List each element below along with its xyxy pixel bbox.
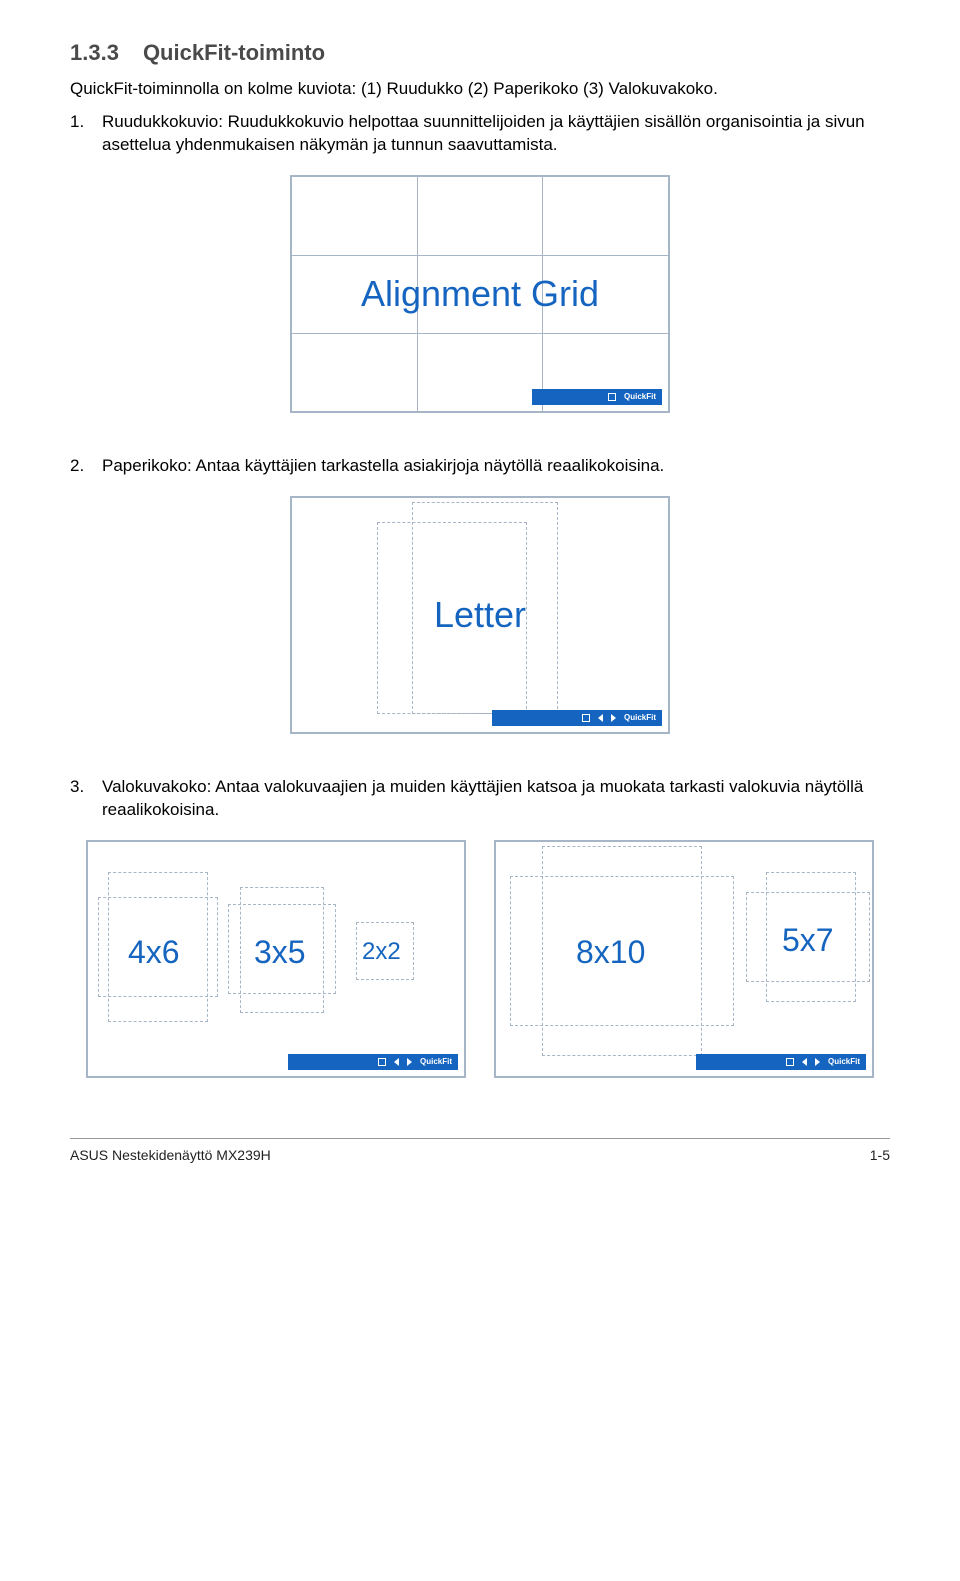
label-4x6: 4x6 bbox=[128, 934, 180, 971]
photo-figures-row: 4x6 3x5 2x2 QuickFit 8x10 5x7 QuickFit bbox=[70, 840, 890, 1078]
arrow-left-icon bbox=[802, 1058, 807, 1066]
footer-left: ASUS Nestekidenäyttö MX239H bbox=[70, 1147, 271, 1163]
quickfit-label: QuickFit bbox=[420, 1057, 452, 1066]
quickfit-bar: QuickFit bbox=[492, 710, 662, 726]
list-text-3: Valokuvakoko: Antaa valokuvaajien ja mui… bbox=[102, 776, 890, 822]
figure-letter: Letter QuickFit bbox=[290, 496, 670, 734]
arrow-right-icon bbox=[611, 714, 616, 722]
page-footer: ASUS Nestekidenäyttö MX239H 1-5 bbox=[70, 1138, 890, 1163]
heading-number: 1.3.3 bbox=[70, 40, 119, 65]
arrow-right-icon bbox=[815, 1058, 820, 1066]
list-item-3: 3. Valokuvakoko: Antaa valokuvaajien ja … bbox=[70, 776, 890, 822]
stop-icon bbox=[378, 1058, 386, 1066]
list-text-2: Paperikoko: Antaa käyttäjien tarkastella… bbox=[102, 455, 890, 478]
list-text-1: Ruudukkokuvio: Ruudukkokuvio helpottaa s… bbox=[102, 111, 890, 157]
quickfit-bar: QuickFit bbox=[696, 1054, 866, 1070]
list-item-2: 2. Paperikoko: Antaa käyttäjien tarkaste… bbox=[70, 455, 890, 478]
label-2x2: 2x2 bbox=[362, 938, 401, 966]
label-3x5: 3x5 bbox=[254, 934, 306, 971]
letter-label: Letter bbox=[434, 594, 526, 636]
heading-title: QuickFit-toiminto bbox=[143, 40, 325, 65]
stop-icon bbox=[608, 393, 616, 401]
alignment-grid-label: Alignment Grid bbox=[361, 273, 599, 315]
label-5x7: 5x7 bbox=[782, 922, 834, 959]
arrow-left-icon bbox=[598, 714, 603, 722]
gridline-h1 bbox=[292, 255, 668, 256]
list-num-3: 3. bbox=[70, 776, 102, 822]
arrow-left-icon bbox=[394, 1058, 399, 1066]
quickfit-label: QuickFit bbox=[624, 392, 656, 401]
quickfit-label: QuickFit bbox=[828, 1057, 860, 1066]
section-heading: 1.3.3 QuickFit-toiminto bbox=[70, 40, 890, 66]
figure-photo-large: 8x10 5x7 QuickFit bbox=[494, 840, 874, 1078]
gridline-h2 bbox=[292, 333, 668, 334]
list-num-1: 1. bbox=[70, 111, 102, 157]
quickfit-bar: QuickFit bbox=[288, 1054, 458, 1070]
figure-alignment-grid: Alignment Grid QuickFit bbox=[290, 175, 670, 413]
figure-photo-small: 4x6 3x5 2x2 QuickFit bbox=[86, 840, 466, 1078]
stop-icon bbox=[582, 714, 590, 722]
label-8x10: 8x10 bbox=[576, 934, 645, 971]
intro-text: QuickFit-toiminnolla on kolme kuviota: (… bbox=[70, 78, 890, 101]
quickfit-bar: QuickFit bbox=[532, 389, 662, 405]
quickfit-label: QuickFit bbox=[624, 713, 656, 722]
list-item-1: 1. Ruudukkokuvio: Ruudukkokuvio helpotta… bbox=[70, 111, 890, 157]
stop-icon bbox=[786, 1058, 794, 1066]
list-num-2: 2. bbox=[70, 455, 102, 478]
arrow-right-icon bbox=[407, 1058, 412, 1066]
footer-right: 1-5 bbox=[870, 1147, 890, 1163]
